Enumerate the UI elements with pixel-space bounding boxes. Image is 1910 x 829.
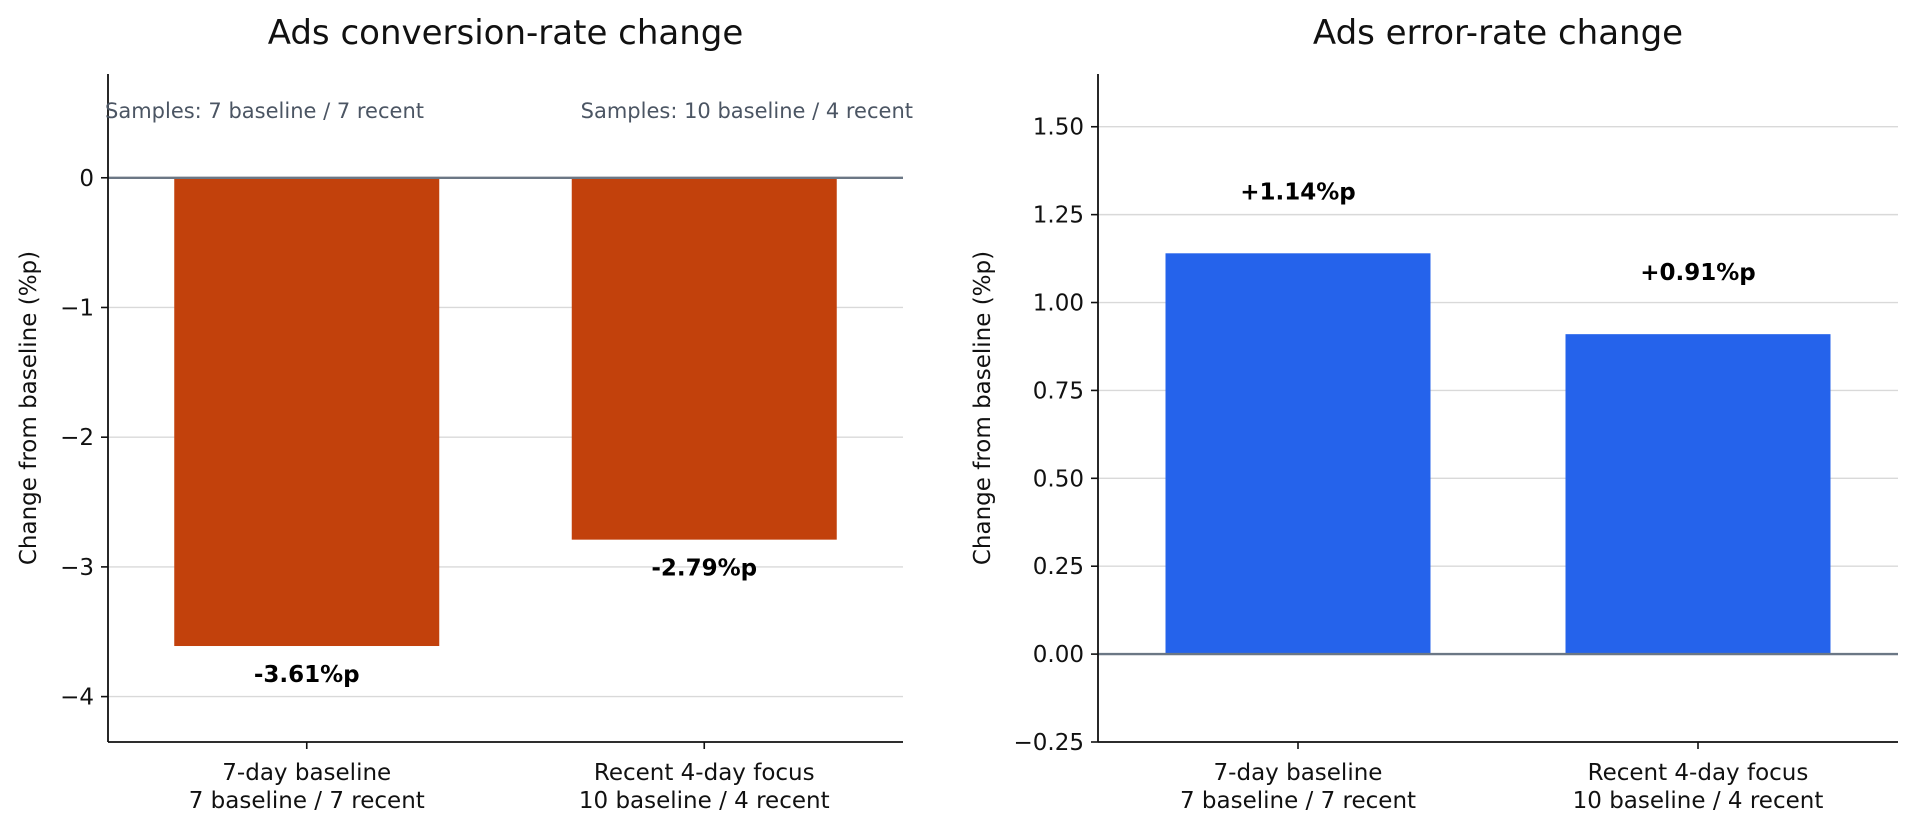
panel1-y-tick-label: 0.25	[1033, 554, 1084, 580]
panel1-bar-0	[1165, 253, 1431, 655]
panel0-bar-0	[174, 177, 440, 647]
panel1-data-label-1: +0.91%p	[1640, 260, 1756, 286]
panel1-y-tick-label: 1.00	[1033, 291, 1084, 317]
panel1-y-tick-label: −0.25	[1014, 730, 1084, 756]
panel1-category-label-0: 7-day baseline 7 baseline / 7 recent	[1180, 760, 1416, 814]
panel0-sample-annotation-1: Samples: 10 baseline / 4 recent	[581, 99, 913, 123]
panel0-y-tick-label: −3	[60, 555, 94, 581]
panel0-category-label-line: 7-day baseline	[222, 760, 391, 786]
error-rate-panel: −0.25 0.00 0.25 0.50 0.75 1.00 1.25 1.50 7-day b…	[970, 13, 1898, 814]
conversion-rate-panel: −4 −3 −2 −1 0 7-day baseline 7 baseline / 7 re…	[16, 13, 913, 814]
panel0-y-axis-label: Change from baseline (%p)	[16, 251, 42, 565]
panel1-y-tick-label: 0.00	[1033, 642, 1084, 668]
panel0-chart-title: Ads conversion-rate change	[268, 13, 744, 53]
panel1-category-label-line: Recent 4-day focus	[1588, 760, 1809, 786]
panel1-y-axis-label: Change from baseline (%p)	[970, 251, 996, 565]
panel1-bar-1	[1565, 334, 1831, 655]
panel1-chart-title: Ads error-rate change	[1313, 13, 1683, 53]
panel1-category-label-1: Recent 4-day focus 10 baseline / 4 recent	[1573, 760, 1824, 814]
panel0-category-label-line: 7 baseline / 7 recent	[189, 788, 425, 814]
panel0-y-tick-label: −1	[60, 295, 94, 321]
panel1-y-tick-label: 1.25	[1033, 203, 1084, 229]
panel0-category-label-line: 10 baseline / 4 recent	[579, 788, 830, 814]
panel0-y-tick-label: −2	[60, 425, 94, 451]
panel1-category-label-line: 7-day baseline	[1214, 760, 1383, 786]
panel0-bar-1	[571, 177, 837, 540]
panel1-y-tick-label: 0.50	[1033, 466, 1084, 492]
panel1-data-label-0: +1.14%p	[1240, 179, 1356, 205]
panel1-y-tick-label: 1.50	[1033, 115, 1084, 141]
panel0-category-label-line: Recent 4-day focus	[594, 760, 815, 786]
panel0-sample-annotation-0: Samples: 7 baseline / 7 recent	[105, 99, 424, 123]
panel1-category-label-line: 7 baseline / 7 recent	[1180, 788, 1416, 814]
panel0-category-label-1: Recent 4-day focus 10 baseline / 4 recent	[579, 760, 830, 814]
panel1-category-label-line: 10 baseline / 4 recent	[1573, 788, 1824, 814]
panel0-y-tick-label: 0	[79, 166, 94, 192]
panel0-category-label-0: 7-day baseline 7 baseline / 7 recent	[189, 760, 425, 814]
panel0-y-tick-label: −4	[60, 685, 94, 711]
panel0-data-label-1: -2.79%p	[651, 556, 757, 582]
panel0-data-label-0: -3.61%p	[254, 662, 360, 688]
panel1-y-tick-label: 0.75	[1033, 378, 1084, 404]
